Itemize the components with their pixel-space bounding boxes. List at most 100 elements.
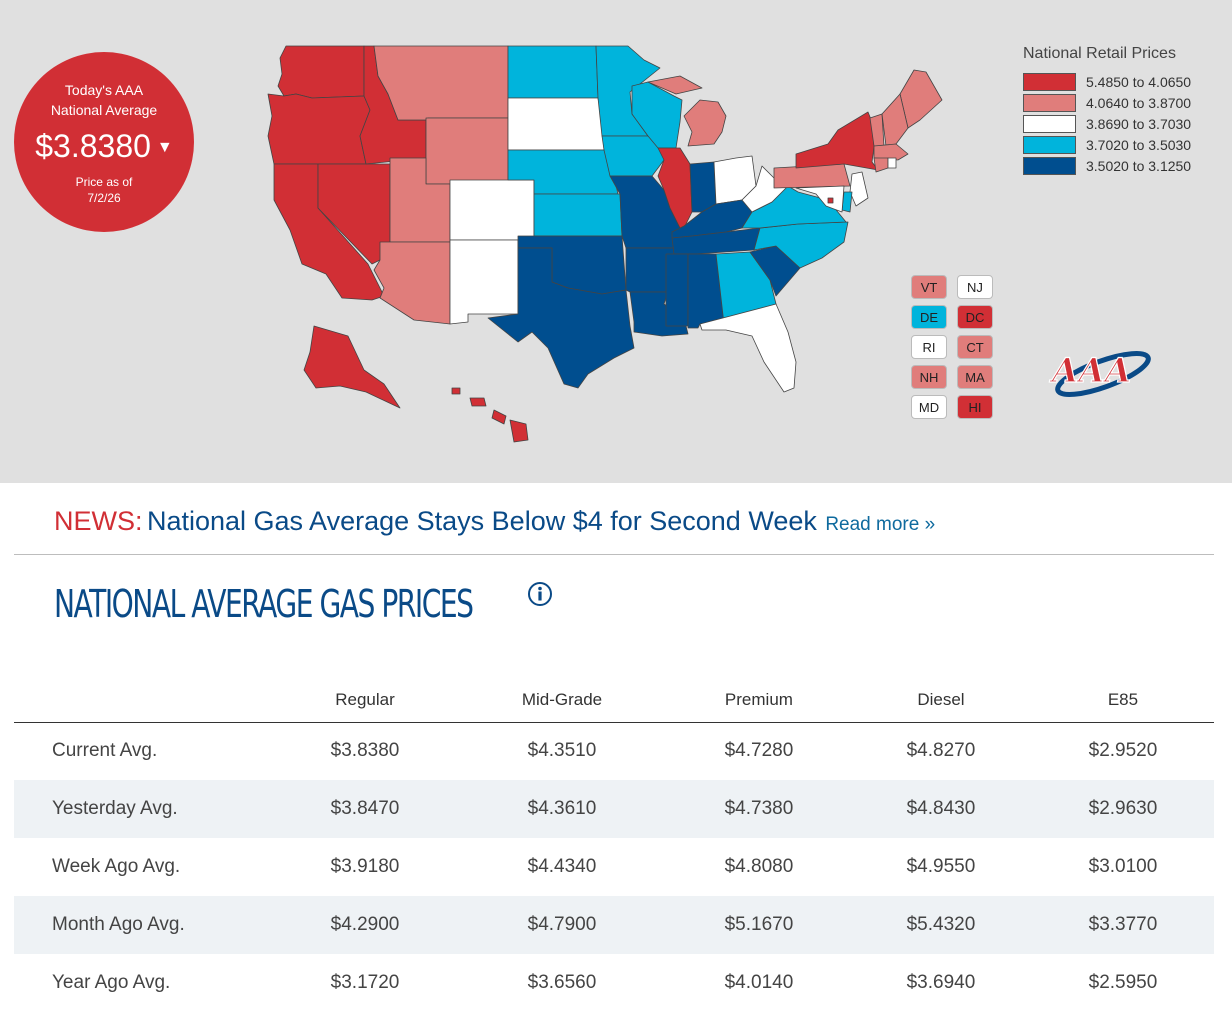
legend-label: 4.0640 to 3.8700 [1086, 94, 1192, 111]
national-average-badge[interactable]: Today's AAA National Average $3.8380 ▼ Pr… [14, 52, 194, 232]
news-headline[interactable]: National Gas Average Stays Below $4 for … [146, 506, 817, 536]
state-ri[interactable] [887, 157, 897, 169]
legend-label: 3.5020 to 3.1250 [1086, 157, 1192, 174]
aaa-logo-text: AAA [1049, 351, 1131, 391]
table-row: Current Avg. $3.8380 $4.3510 $4.7280 $4.… [14, 722, 1214, 780]
state-md[interactable] [795, 185, 845, 213]
state-ga[interactable] [715, 251, 777, 325]
state-ma[interactable] [873, 143, 909, 161]
state-wa[interactable] [277, 45, 365, 99]
state-dc[interactable] [827, 197, 834, 204]
table-cell: $4.4340 [527, 856, 597, 877]
table-row: Yesterday Avg. $3.8470 $4.3610 $4.7380 $… [14, 780, 1214, 838]
state-pa[interactable] [773, 163, 851, 189]
read-more-link[interactable]: Read more » [825, 514, 936, 535]
state-mi[interactable] [647, 75, 727, 147]
state-nm[interactable] [449, 239, 519, 325]
state-mn[interactable] [595, 45, 661, 137]
table-cell: $5.1670 [667, 896, 850, 954]
legend-swatch [1023, 93, 1076, 112]
table-cell: $2.9630 [1031, 780, 1214, 838]
table-cell: $4.7900 [456, 896, 668, 954]
legend-swatch [1023, 114, 1076, 133]
state-ny[interactable] [795, 111, 879, 171]
legend-label: 3.7020 to 3.5030 [1086, 136, 1192, 153]
info-icon[interactable] [527, 581, 553, 607]
table-cell: $4.7380 [667, 780, 850, 838]
legend-row: 5.4850 to 4.0650 [1023, 71, 1191, 92]
small-state-nj[interactable]: NJ [957, 275, 993, 299]
small-state-ma[interactable]: MA [957, 365, 993, 389]
legend-swatch [1023, 156, 1076, 175]
state-wy[interactable] [425, 117, 509, 185]
table-cell: $4.2900 [274, 896, 456, 954]
states-layer [267, 45, 943, 443]
badge-line1: Today's AAA [64, 82, 144, 98]
table-cell: $4.3610 [456, 780, 668, 838]
price-value: $3.8380 [35, 128, 151, 164]
state-fl[interactable] [699, 303, 797, 393]
table-row: Year Ago Avg. $3.1720 $3.6560 $4.0140 $3… [14, 954, 1214, 1012]
price-as-of: Price as of 7/2/26 [14, 174, 194, 206]
small-state-dc[interactable]: DC [957, 305, 993, 329]
small-state-vt[interactable]: VT [911, 275, 947, 299]
state-in[interactable] [689, 161, 717, 213]
state-ms[interactable] [665, 253, 689, 327]
us-gas-price-map [267, 45, 943, 443]
small-state-hi[interactable]: HI [957, 395, 993, 419]
table-row: Week Ago Avg. $3.9180 $4.4340 $4.8080 $4… [14, 838, 1214, 896]
badge-heading: Today's AAA National Average [14, 80, 194, 120]
state-ak[interactable] [303, 325, 401, 409]
state-az[interactable] [373, 241, 451, 325]
small-state-de[interactable]: DE [911, 305, 947, 329]
small-state-md[interactable]: MD [911, 395, 947, 419]
table-cell: $3.9180 [330, 856, 400, 877]
state-nh[interactable] [881, 93, 909, 147]
legend-swatch [1023, 135, 1076, 154]
caret-down-icon: ▼ [156, 139, 173, 156]
price-legend: National Retail Prices 5.4850 to 4.0650 … [1023, 45, 1191, 176]
state-sd[interactable] [507, 97, 605, 151]
state-or[interactable] [267, 93, 371, 165]
asof-date: 7/2/26 [87, 191, 121, 205]
news-banner: NEWS: National Gas Average Stays Below $… [54, 506, 935, 537]
small-state-ri[interactable]: RI [911, 335, 947, 359]
table-cell: $3.3770 [1031, 896, 1214, 954]
table-cell: $4.7280 [724, 740, 794, 762]
state-nd[interactable] [507, 45, 599, 99]
state-il[interactable] [657, 147, 693, 233]
table-cell: $3.8470 [274, 780, 456, 838]
state-co[interactable] [449, 179, 535, 241]
table-cell: $4.8080 [724, 856, 794, 877]
news-tag: NEWS: [54, 506, 143, 536]
table-cell: $4.3510 [527, 740, 597, 762]
asof-label: Price as of [75, 175, 133, 189]
table-cell: $4.8270 [906, 740, 976, 762]
state-ct[interactable] [873, 157, 889, 173]
state-hi[interactable] [451, 387, 529, 443]
state-wi[interactable] [631, 81, 683, 149]
row-label: Current Avg. [52, 740, 158, 762]
row-label: Year Ago Avg. [52, 972, 171, 993]
small-state-ct[interactable]: CT [957, 335, 993, 359]
state-mt[interactable] [373, 45, 509, 121]
legend-swatch [1023, 72, 1076, 91]
divider [14, 554, 1214, 555]
badge-line2: National Average [50, 102, 158, 118]
state-tx[interactable] [487, 247, 635, 389]
column-header-diesel: Diesel [849, 678, 1032, 723]
column-header-e85: E85 [1031, 678, 1214, 723]
legend-row: 3.5020 to 3.1250 [1023, 155, 1191, 176]
aaa-logo: AAA [1048, 350, 1151, 397]
table-cell: $5.4320 [849, 896, 1032, 954]
table-cell: $3.6560 [527, 972, 597, 993]
state-ks[interactable] [533, 193, 623, 237]
table-header-row: Regular Mid-Grade Premium Diesel E85 [14, 678, 1214, 723]
small-state-nh[interactable]: NH [911, 365, 947, 389]
row-label: Month Ago Avg. [14, 896, 274, 954]
national-average-price: $3.8380 ▼ [14, 126, 194, 168]
table-cell: $2.5950 [1088, 972, 1158, 993]
table-cell: $4.0140 [724, 972, 794, 993]
state-nj[interactable] [849, 171, 869, 207]
legend-row: 3.8690 to 3.7030 [1023, 113, 1191, 134]
